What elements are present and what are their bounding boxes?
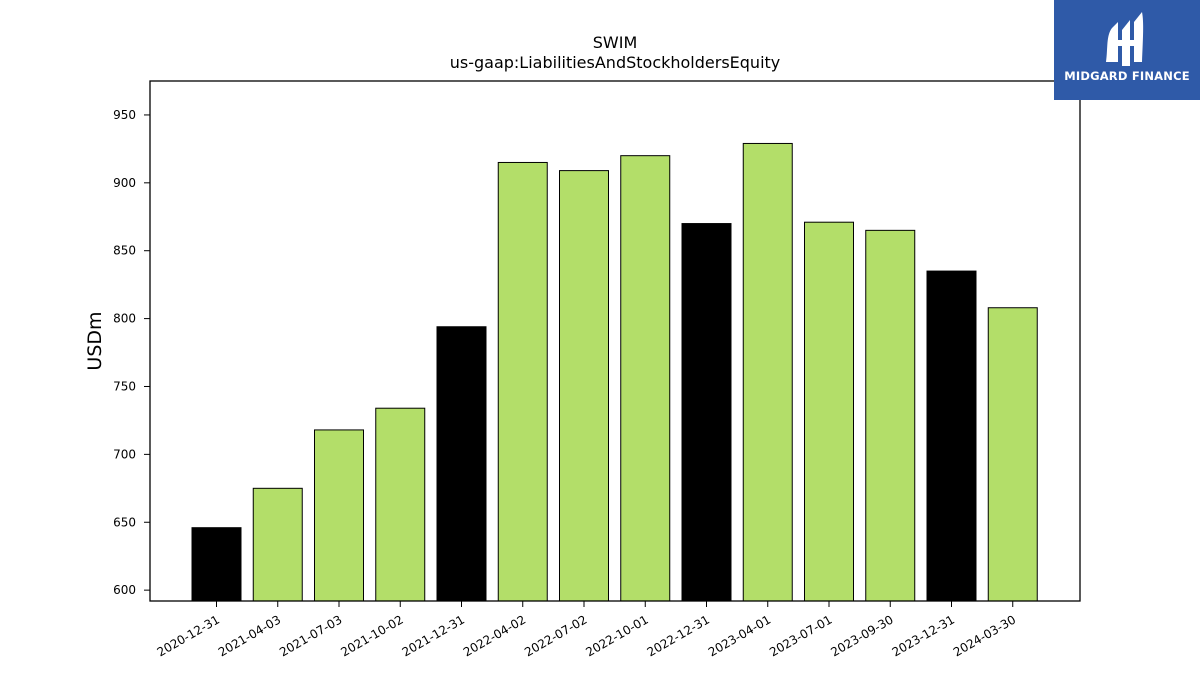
bar-2022-12-31	[681, 223, 732, 602]
y-tick-label: 950	[113, 108, 136, 122]
bar-2023-07-01	[804, 221, 854, 602]
y-tick-label: 800	[113, 312, 136, 326]
chart-subtitle: us-gaap:LiabilitiesAndStockholdersEquity	[450, 53, 781, 72]
x-tick-label: 2022-07-02	[522, 612, 589, 659]
bar-2021-07-03	[314, 429, 364, 602]
x-tick-label: 2023-12-31	[890, 612, 957, 659]
y-tick-label: 700	[113, 447, 136, 461]
y-tick-label: 850	[113, 244, 136, 258]
x-tick-label: 2022-12-31	[645, 612, 712, 659]
x-tick-label: 2021-10-02	[338, 612, 405, 659]
y-tick-label: 650	[113, 515, 136, 529]
x-tick-label: 2023-04-01	[706, 612, 773, 659]
bar-2021-04-03	[252, 487, 303, 602]
x-tick-label: 2020-12-31	[155, 612, 222, 659]
bar-2023-09-30	[865, 229, 916, 602]
bars-group	[191, 142, 1038, 602]
x-tick-label: 2022-10-01	[583, 612, 650, 659]
bar-2022-10-01	[620, 155, 671, 602]
y-tick-label: 600	[113, 583, 136, 597]
bar-2022-04-02	[497, 161, 548, 602]
brand-logo: MIDGARD FINANCE	[1054, 0, 1200, 100]
midgard-logo-icon	[1106, 12, 1144, 66]
bar-2023-12-31	[926, 270, 977, 602]
y-axis-ticks: 600 650 700 750 800 850 900 950	[113, 108, 150, 597]
bar-2023-04-01	[742, 142, 793, 602]
bar-2020-12-31	[191, 527, 242, 602]
y-tick-label: 900	[113, 176, 136, 190]
y-tick-label: 750	[113, 379, 136, 393]
x-tick-label: 2022-04-02	[461, 612, 528, 659]
x-tick-label: 2021-04-03	[216, 612, 283, 659]
x-tick-label: 2023-09-30	[828, 612, 895, 659]
x-tick-label: 2023-07-01	[767, 612, 834, 659]
bar-2021-10-02	[375, 407, 426, 602]
x-tick-label: 2021-12-31	[400, 612, 467, 659]
chart-title: SWIM	[593, 33, 638, 52]
bar-2024-03-30	[987, 307, 1038, 602]
plot-frame	[149, 80, 1081, 602]
bar-2022-07-02	[559, 170, 609, 602]
y-axis-label: USDm	[84, 311, 106, 370]
bar-2021-12-31	[436, 326, 487, 602]
x-tick-label: 2021-07-03	[277, 612, 344, 659]
logo-text: MIDGARD FINANCE	[1064, 69, 1190, 83]
x-axis-ticks: 2020-12-312021-04-032021-07-032021-10-02…	[155, 601, 1018, 659]
x-tick-label: 2024-03-30	[951, 612, 1018, 659]
